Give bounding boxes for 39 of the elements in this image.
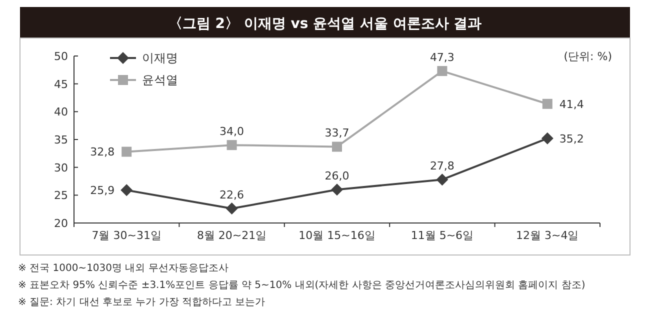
x-tick-label: 7월 30~31일 (92, 229, 162, 242)
y-tick-label: 20 (54, 217, 68, 230)
data-label: 47,3 (430, 51, 454, 64)
data-label: 22,6 (220, 188, 244, 202)
y-tick-label: 25 (54, 189, 68, 202)
data-label: 33,7 (324, 126, 350, 140)
annotation: (단위: %) (564, 50, 612, 63)
y-tick-label: 50 (54, 50, 68, 63)
point (226, 140, 237, 150)
point (437, 66, 448, 76)
data-label: 27,8 (430, 160, 454, 173)
y-tick-label: 45 (54, 78, 68, 91)
x-tick-label: 10월 15~16일 (298, 229, 376, 242)
y-tick-label: 40 (54, 106, 68, 119)
point (331, 184, 343, 196)
legend-label: 윤석열 (142, 73, 178, 87)
x-tick-label: 12월 3~4일 (516, 229, 579, 242)
point (436, 174, 448, 186)
data-label: 26,0 (324, 170, 350, 183)
y-tick-label: 30 (54, 161, 68, 174)
y-tick-label: 35 (54, 134, 68, 146)
point (542, 98, 552, 109)
text: ※ 표본오차 95% 신뢰수준 ±3.1%포인트 응답률 약 5~10% 내외(자세한 사항은 중앙선거여론조사심의위원회 홈페이지 참조) (18, 280, 586, 291)
chart-title: 〈그림 2〉 이재명 vs 윤석열 서울 여론조사 결과 (168, 16, 482, 32)
data-label: 25,9 (90, 184, 115, 198)
point (332, 142, 342, 152)
legend-label: 이재명 (142, 51, 178, 65)
point (122, 146, 132, 157)
data-label: 41,4 (559, 98, 584, 111)
data-label: 35,2 (559, 132, 584, 146)
data-label: 34,0 (220, 125, 244, 138)
x-tick-label: 11월 5~6일 (410, 229, 474, 242)
text: ※ 질문: 차기 대선 후보로 누가 가장 적합하다고 보는가 (18, 297, 266, 308)
text: ※ 전국 1000~1030명 내외 무선자동응답조사 (18, 263, 228, 274)
x-tick-label: 8월 20~21일 (196, 229, 267, 242)
point (226, 202, 238, 215)
data-label: 32,8 (90, 146, 115, 159)
point (541, 132, 554, 144)
point (120, 184, 133, 196)
